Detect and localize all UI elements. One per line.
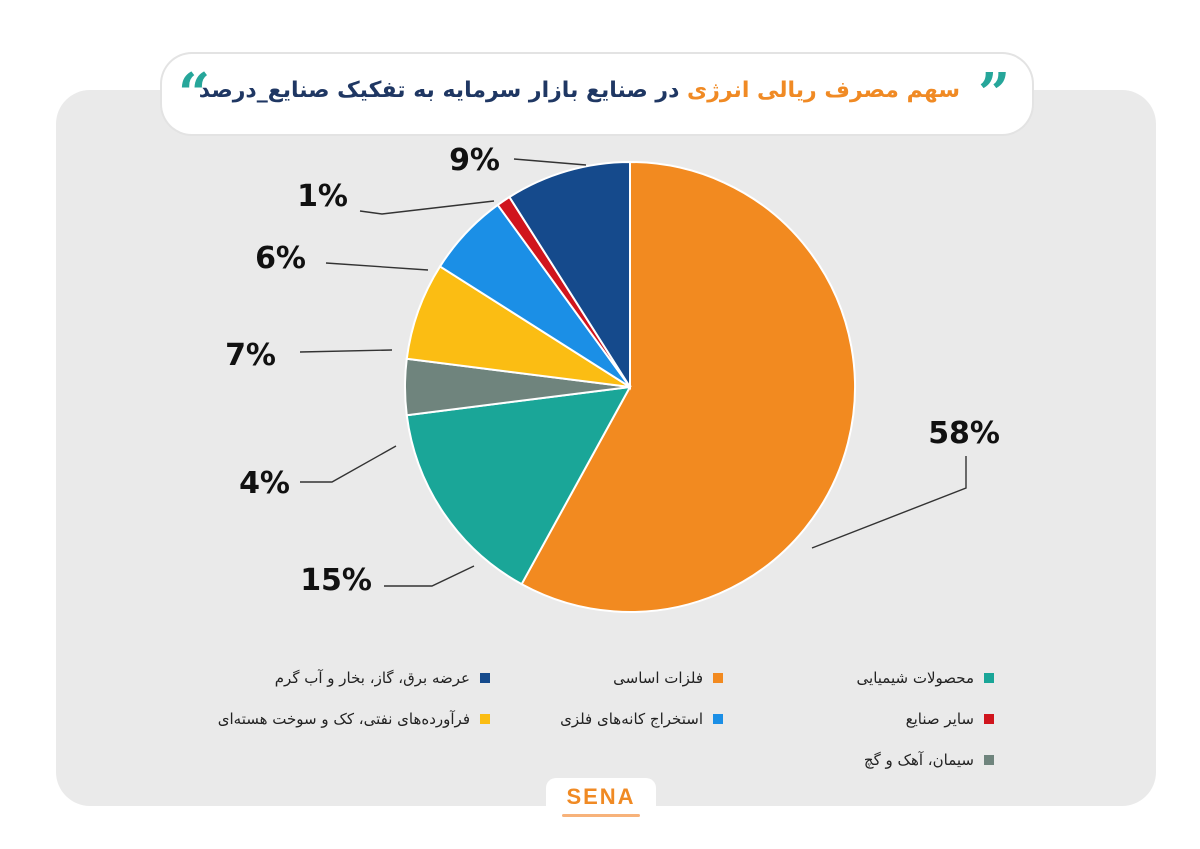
pie-slice <box>405 385 632 586</box>
legend-item: محصولات شیمیایی <box>694 667 994 689</box>
leader-line <box>513 158 587 166</box>
quote-open-icon: “ <box>178 61 211 127</box>
pie-slice <box>508 160 631 391</box>
legend-item: فرآورده‌های نفتی، کک و سوخت هسته‌ای <box>190 708 490 730</box>
slice-value-label: 9% <box>449 143 500 178</box>
legend-swatch <box>984 714 994 724</box>
leader-line <box>811 456 967 549</box>
chart-title-accent: سهم مصرف ریالی انرژی <box>687 78 960 103</box>
legend-label: فلزات اساسی <box>613 669 703 687</box>
legend-swatch <box>480 673 490 683</box>
legend-label: استخراج کانه‌های فلزی <box>560 710 703 728</box>
quote-close-icon: ” <box>978 61 1011 127</box>
legend-swatch <box>713 714 723 724</box>
slice-value-label: 6% <box>255 241 306 276</box>
legend-swatch <box>713 673 723 683</box>
legend-label: محصولات شیمیایی <box>856 669 974 687</box>
leader-line <box>384 565 475 587</box>
legend-item: سایر صنایع <box>694 708 994 730</box>
slice-value-label: 7% <box>225 338 276 373</box>
leader-line <box>300 445 397 483</box>
legend-item: استخراج کانه‌های فلزی <box>423 708 723 730</box>
pie-data-labels: 58% 15% 4% 7% 6% 1% 9% <box>225 143 1000 598</box>
legend-swatch <box>984 755 994 765</box>
legend-label: عرضه برق، گاز، بخار و آب گرم <box>274 669 470 687</box>
leader-line <box>299 349 393 353</box>
pie-slice <box>520 160 856 613</box>
brand-logo: SENA <box>546 778 656 826</box>
leader-line <box>325 262 429 271</box>
legend-label: سیمان، آهک و گچ <box>863 751 974 769</box>
chart-title-rest: در صنایع بازار سرمایه به تفکیک صنایع_درص… <box>198 78 688 103</box>
pie-leader-lines <box>299 158 967 587</box>
slice-value-label: 1% <box>297 179 348 214</box>
slice-value-label: 4% <box>239 466 290 501</box>
brand-logo-text: SENA <box>566 784 636 809</box>
chart-title: سهم مصرف ریالی انرژی در صنایع بازار سرما… <box>199 76 960 106</box>
title-box <box>162 54 1032 134</box>
legend-swatch <box>480 714 490 724</box>
legend-label: فرآورده‌های نفتی، کک و سوخت هسته‌ای <box>217 710 470 728</box>
slice-value-label: 15% <box>300 563 372 598</box>
legend-item: سیمان، آهک و گچ <box>694 749 994 771</box>
pie-slices <box>404 160 856 613</box>
legend-label: سایر صنایع <box>905 710 974 728</box>
legend-item: عرضه برق، گاز، بخار و آب گرم <box>190 667 490 689</box>
legend-item: فلزات اساسی <box>423 667 723 689</box>
slice-value-label: 58% <box>928 416 1000 451</box>
legend-swatch <box>984 673 994 683</box>
brand-logo-underline <box>562 814 640 817</box>
leader-line <box>359 200 495 215</box>
